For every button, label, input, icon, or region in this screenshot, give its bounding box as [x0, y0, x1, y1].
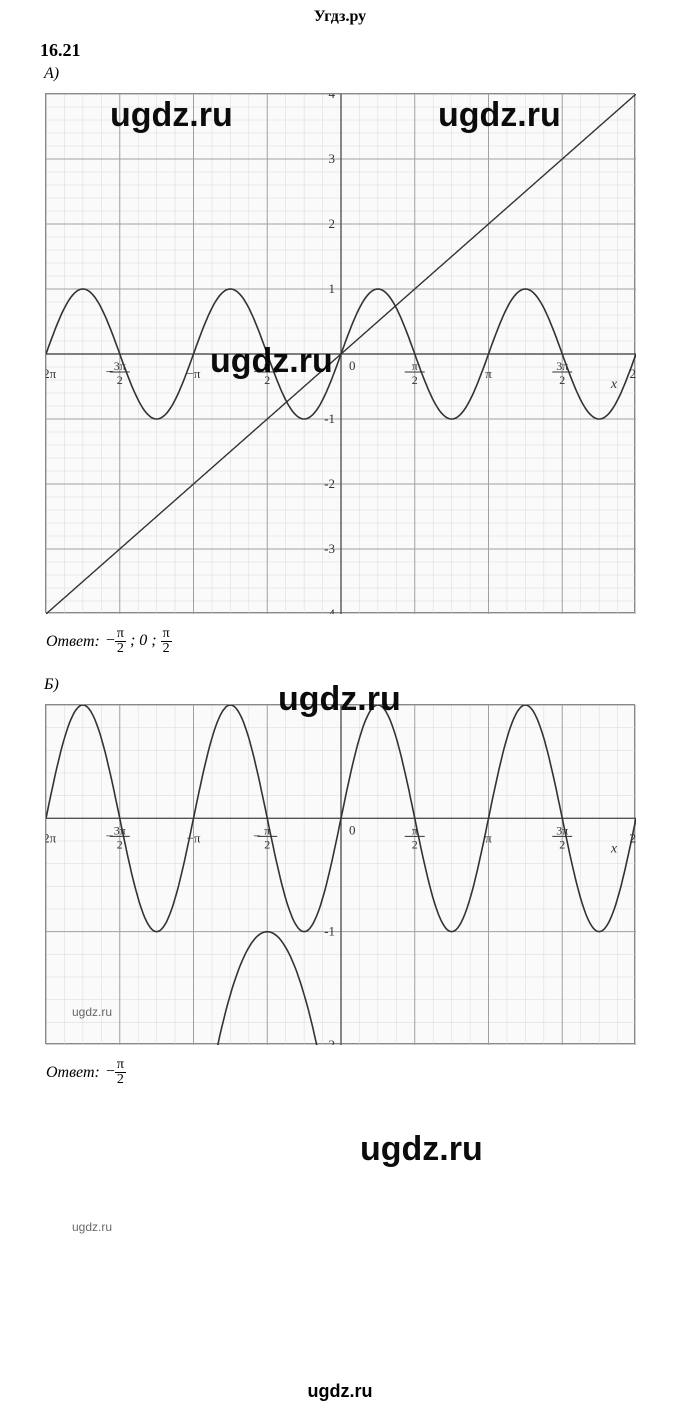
- svg-text:2: 2: [264, 837, 270, 851]
- svg-text:2: 2: [264, 373, 270, 387]
- svg-text:-2: -2: [324, 476, 335, 491]
- svg-text:0: 0: [349, 358, 356, 373]
- svg-text:-4: -4: [324, 606, 335, 614]
- svg-text:−2π: −2π: [46, 830, 57, 845]
- svg-text:1: 1: [329, 705, 336, 712]
- answer-b-value: −π2: [106, 1058, 126, 1087]
- svg-text:2: 2: [329, 216, 336, 231]
- svg-text:4: 4: [329, 94, 336, 101]
- svg-text:1: 1: [329, 281, 336, 296]
- svg-text:-1: -1: [324, 924, 335, 939]
- svg-text:−2π: −2π: [46, 366, 57, 381]
- content: 16.21 А) −2π−3π2−π−π20π2π3π22π-4-3-2-112…: [0, 40, 680, 1087]
- svg-text:-2: -2: [324, 1037, 335, 1045]
- svg-text:2: 2: [412, 373, 418, 387]
- svg-text:2: 2: [412, 837, 418, 851]
- part-b-label: Б): [44, 676, 640, 694]
- watermark-text: ugdz.ru: [72, 1220, 112, 1234]
- svg-text:2: 2: [117, 837, 123, 851]
- answer-a-prefix: Ответ:: [46, 633, 100, 651]
- answer-b: Ответ: −π2: [46, 1058, 640, 1087]
- svg-text:0: 0: [349, 822, 356, 837]
- svg-text:x: x: [610, 841, 618, 856]
- svg-text:2: 2: [117, 373, 123, 387]
- answer-a-values: −π2 ; 0 ; π2: [106, 627, 172, 656]
- chart-svg: −2π−3π2−π−π20π2π3π22π-4-3-2-11234x: [46, 94, 636, 614]
- svg-text:-1: -1: [324, 411, 335, 426]
- part-a-label: А): [44, 65, 640, 83]
- problem-number: 16.21: [40, 40, 640, 61]
- svg-text:x: x: [610, 377, 618, 392]
- svg-text:2: 2: [559, 373, 565, 387]
- answer-b-prefix: Ответ:: [46, 1064, 100, 1082]
- page-header: Угдз.ру: [0, 0, 680, 34]
- svg-text:-3: -3: [324, 541, 335, 556]
- svg-text:π: π: [485, 366, 492, 381]
- answer-a: Ответ: −π2 ; 0 ; π2: [46, 627, 640, 656]
- svg-text:2: 2: [559, 837, 565, 851]
- svg-text:3: 3: [329, 151, 336, 166]
- chart-b: −2π−3π2−π−π20π2π3π22π-2-11x: [45, 704, 635, 1044]
- watermark-text: ugdz.ru: [360, 1130, 483, 1169]
- footer-watermark: ugdz.ru: [0, 1381, 680, 1402]
- chart-a: −2π−3π2−π−π20π2π3π22π-4-3-2-11234x: [45, 93, 635, 613]
- chart-svg: −2π−3π2−π−π20π2π3π22π-2-11x: [46, 705, 636, 1045]
